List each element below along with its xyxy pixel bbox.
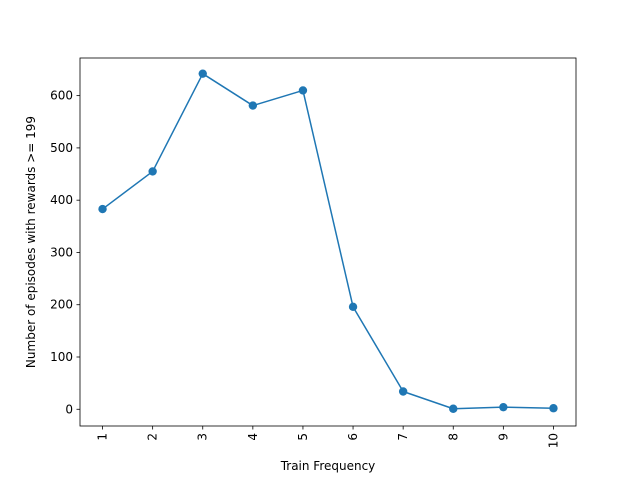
x-tick-label: 7 <box>396 433 410 441</box>
y-tick-label: 200 <box>50 298 73 312</box>
x-tick-label: 1 <box>96 433 110 441</box>
x-tick-label: 10 <box>546 433 560 448</box>
data-point <box>549 404 558 413</box>
data-point <box>499 402 508 412</box>
x-tick-label: 4 <box>246 433 260 441</box>
y-axis-ticks: 0 100 200 300 400 500 600 <box>50 89 80 416</box>
data-point <box>148 167 157 176</box>
data-point <box>248 101 258 110</box>
data-point <box>98 204 107 214</box>
x-tick-label: 9 <box>496 433 510 441</box>
y-tick-label: 300 <box>50 245 73 259</box>
data-point <box>298 86 308 95</box>
x-tick-label: 6 <box>346 433 360 441</box>
y-tick-label: 500 <box>50 141 73 155</box>
x-tick-label: 2 <box>146 433 160 441</box>
y-tick-label: 400 <box>50 193 73 207</box>
data-point <box>449 404 458 413</box>
data-point <box>348 302 358 312</box>
axes-frame <box>79 57 577 427</box>
plot-area <box>98 69 558 413</box>
x-tick-label: 8 <box>446 433 460 441</box>
y-tick-label: 600 <box>50 89 73 103</box>
data-point <box>198 69 207 78</box>
data-point <box>398 387 408 396</box>
x-tick-label: 5 <box>296 433 310 441</box>
y-tick-label: 0 <box>65 402 73 416</box>
y-tick-label: 100 <box>50 350 73 364</box>
x-axis-ticks: 1 2 3 4 5 6 7 8 9 10 <box>96 426 560 448</box>
series-line <box>102 72 554 410</box>
x-axis-label: Train Frequency <box>280 459 376 473</box>
x-tick-label: 3 <box>196 433 210 441</box>
y-axis-label: Number of episodes with rewards >= 199 <box>24 116 38 368</box>
